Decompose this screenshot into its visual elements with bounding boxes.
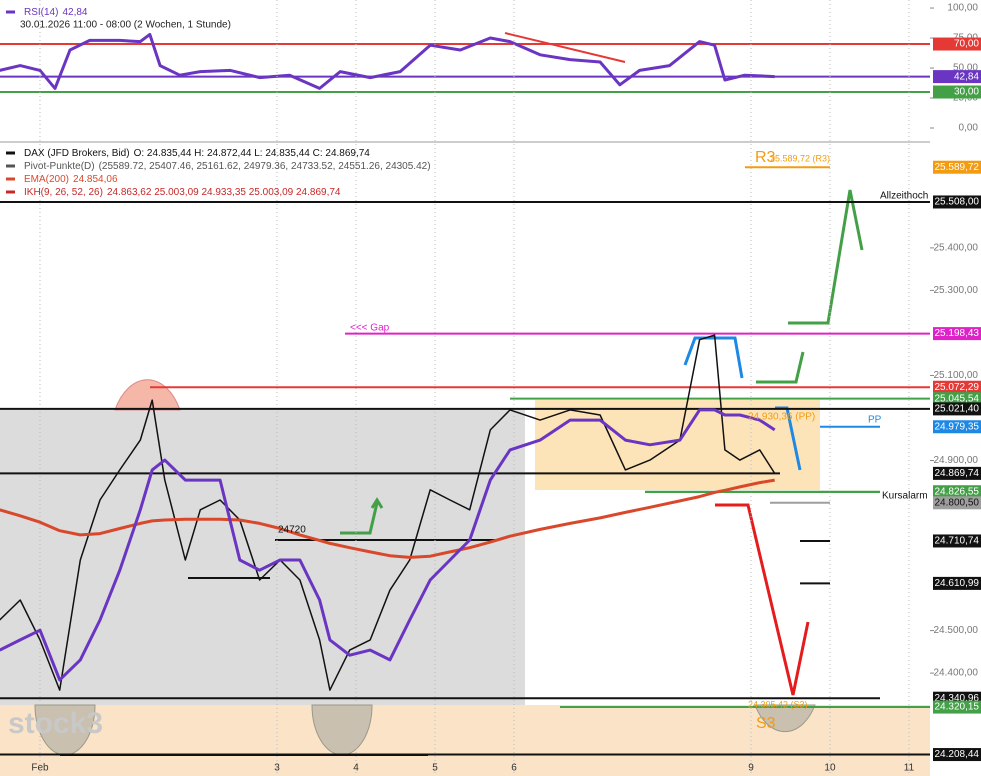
annotation: stock3 [8, 707, 103, 740]
legend-text: RSI(14) [24, 7, 58, 18]
legend-entry: Pivot-Punkte(D) (25589.72, 25407.46, 2516… [24, 161, 431, 172]
level-label: 24.710,74 [935, 536, 980, 547]
x-tick-label: 3 [274, 763, 280, 774]
y-tick-label: 25.300,00 [934, 285, 979, 296]
level-label: 25.508,00 [935, 197, 980, 208]
level-label: 25.021,40 [935, 404, 980, 415]
arrow [370, 497, 384, 509]
level-label-box [933, 392, 981, 406]
legend-swatch [6, 164, 15, 168]
bottom-shape [754, 704, 816, 733]
level-label: 24.869,74 [935, 468, 980, 479]
level-label: 42,84 [954, 71, 979, 82]
legend-text: 24.863,62 25.003,09 24.933,35 25.003,09 … [107, 187, 341, 198]
level-label-box [933, 496, 981, 510]
annotation: Kursalarm [882, 491, 928, 502]
legend-text: DAX (JFD Brokers, Bid) [24, 148, 130, 159]
legend-text: O: 24.835,44 H: 24.872,44 L: 24.835,44 C… [134, 148, 371, 159]
level-label: 24.800,50 [935, 497, 980, 508]
level-label-box [933, 576, 981, 590]
x-tick-label: 10 [824, 763, 836, 774]
y-tick-label: 24.500,00 [934, 625, 979, 636]
y-tick-label: 100,00 [947, 3, 978, 14]
arrow [340, 502, 379, 535]
level-label: 24.610,99 [935, 578, 980, 589]
level-label-box [933, 160, 981, 174]
y-tick-label: 50,00 [953, 63, 978, 74]
level-label-box [933, 37, 981, 51]
arrow [715, 503, 810, 696]
series-line [0, 334, 776, 691]
annotation: 24.930,36 (PP) [748, 412, 815, 423]
level-label: 24.826,55 [935, 486, 980, 497]
trend-line [504, 32, 626, 63]
level-label: 24.320,15 [935, 702, 980, 713]
level-label-box [933, 485, 981, 499]
legend-text: EMA(200) [24, 174, 69, 185]
level-label-box [933, 85, 981, 99]
annotation: <<< Gap [350, 323, 390, 334]
arrow [788, 189, 864, 325]
legend-entry: EMA(200) 24.854,06 [24, 174, 118, 185]
series-line [0, 478, 775, 559]
level-label-box [933, 327, 981, 341]
level-label: 25.072,29 [935, 382, 980, 393]
legend-text: 24.854,06 [73, 174, 118, 185]
legend-text: (25589.72, 25407.46, 25161.62, 24979.36,… [99, 161, 431, 172]
legend-swatch [6, 177, 15, 181]
legend-entry: IKH(9, 26, 52, 26) 24.863,62 25.003,09 24… [24, 187, 341, 198]
legend-swatch [6, 10, 15, 14]
level-label-box [933, 402, 981, 416]
y-tick-label: 25.100,00 [934, 370, 979, 381]
series-line [0, 32, 775, 90]
level-label: 70,00 [954, 39, 979, 50]
annotation: PP [868, 415, 882, 426]
legend-entry: DAX (JFD Brokers, Bid) O: 24.835,44 H: 24… [24, 148, 370, 159]
x-tick-label: 11 [904, 763, 915, 774]
legend-swatch [6, 151, 15, 155]
y-tick-label: 24.900,00 [934, 455, 979, 466]
legend-entry: RSI(14) 42,84 [24, 7, 88, 18]
level-label: 24.979,35 [935, 421, 980, 432]
annotation: 24.305,42 (S3) [748, 699, 808, 709]
level-label: 25.045,54 [935, 393, 980, 404]
legend-text: Pivot-Punkte(D) [24, 161, 95, 172]
range-box [0, 410, 525, 705]
level-label: 25.198,43 [935, 328, 980, 339]
annotation: Allzeithoch [880, 191, 928, 202]
legend-text: 42,84 [62, 7, 87, 18]
level-label: 24.208,44 [935, 749, 980, 760]
level-label: 24.340,96 [935, 693, 980, 704]
y-tick-label: 25.400,00 [934, 243, 979, 254]
legend-text: IKH(9, 26, 52, 26) [24, 187, 103, 198]
x-tick-label: 5 [432, 763, 438, 774]
level-label-box [933, 748, 981, 762]
level-label-box [933, 380, 981, 394]
level-label-box [933, 466, 981, 480]
arrow [756, 351, 805, 384]
annotation: R3 [755, 149, 776, 166]
level-label: 25.589,72 [935, 162, 980, 173]
level-label-box [933, 534, 981, 548]
annotation: 24720 [278, 525, 306, 536]
level-label-box [933, 195, 981, 209]
y-tick-label: 0,00 [959, 123, 979, 134]
y-tick-label: 24.400,00 [934, 668, 979, 679]
legend-swatch [6, 190, 15, 194]
annotation: 25.589,72 (R3) [770, 153, 830, 163]
level-label-box [933, 700, 981, 714]
level-label-box [933, 420, 981, 434]
annotation: S3 [756, 715, 776, 732]
range-box [535, 400, 820, 490]
x-tick-label: 6 [511, 763, 517, 774]
level-label-box [933, 70, 981, 84]
series-line [0, 408, 776, 682]
subtitle: 30.01.2026 11:00 - 08:00 (2 Wochen, 1 St… [20, 20, 231, 31]
level-label: 30,00 [954, 87, 979, 98]
x-tick-label: Feb [31, 763, 49, 774]
x-tick-label: 9 [748, 763, 754, 774]
x-tick-label: 4 [353, 763, 359, 774]
